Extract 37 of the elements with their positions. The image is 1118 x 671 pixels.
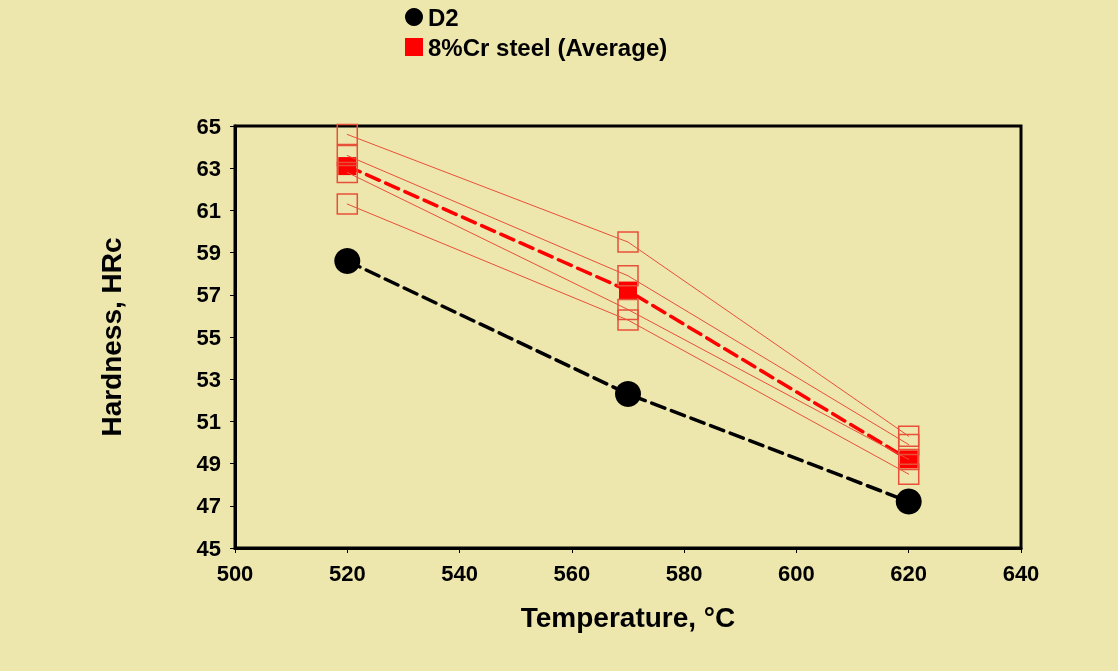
y-tick-label: 47 bbox=[196, 493, 221, 519]
x-tick-label: 620 bbox=[890, 560, 928, 586]
x-tick-label: 540 bbox=[441, 560, 478, 586]
point bbox=[617, 231, 639, 253]
x-axis-title: Temperature, °C bbox=[520, 601, 736, 633]
y-tick-label: 57 bbox=[196, 282, 221, 308]
point bbox=[336, 144, 359, 167]
y-axis-title: Hardness, HRc bbox=[95, 237, 127, 437]
point bbox=[895, 488, 922, 515]
y-tick-label: 53 bbox=[196, 366, 221, 392]
y-tick-label: 51 bbox=[196, 408, 221, 434]
y-tick-label: 55 bbox=[196, 324, 221, 350]
point bbox=[615, 380, 641, 407]
y-tick-label: 45 bbox=[196, 535, 221, 561]
point bbox=[617, 309, 639, 331]
point bbox=[336, 123, 359, 146]
x-tick-label: 580 bbox=[665, 560, 703, 586]
x-tick-label: 500 bbox=[216, 560, 254, 586]
x-tick-label: 560 bbox=[553, 560, 591, 586]
x-tick-label: 600 bbox=[778, 560, 815, 586]
legend-label: D2 bbox=[428, 3, 459, 31]
point bbox=[897, 433, 920, 456]
point bbox=[336, 193, 359, 215]
y-tick-label: 61 bbox=[196, 197, 221, 223]
point bbox=[334, 248, 361, 275]
y-tick-label: 65 bbox=[196, 113, 221, 139]
y-tick-label: 63 bbox=[196, 155, 221, 181]
point bbox=[336, 161, 359, 184]
point bbox=[897, 425, 920, 447]
y-tick-label: 59 bbox=[196, 240, 221, 266]
x-tick-label: 640 bbox=[1002, 560, 1040, 586]
y-tick-label: 49 bbox=[196, 451, 221, 477]
point bbox=[617, 298, 639, 321]
x-tick-label: 520 bbox=[328, 560, 366, 586]
legend-label: 8%Cr steel (Average) bbox=[428, 33, 668, 61]
point bbox=[617, 265, 639, 287]
point bbox=[897, 463, 920, 485]
